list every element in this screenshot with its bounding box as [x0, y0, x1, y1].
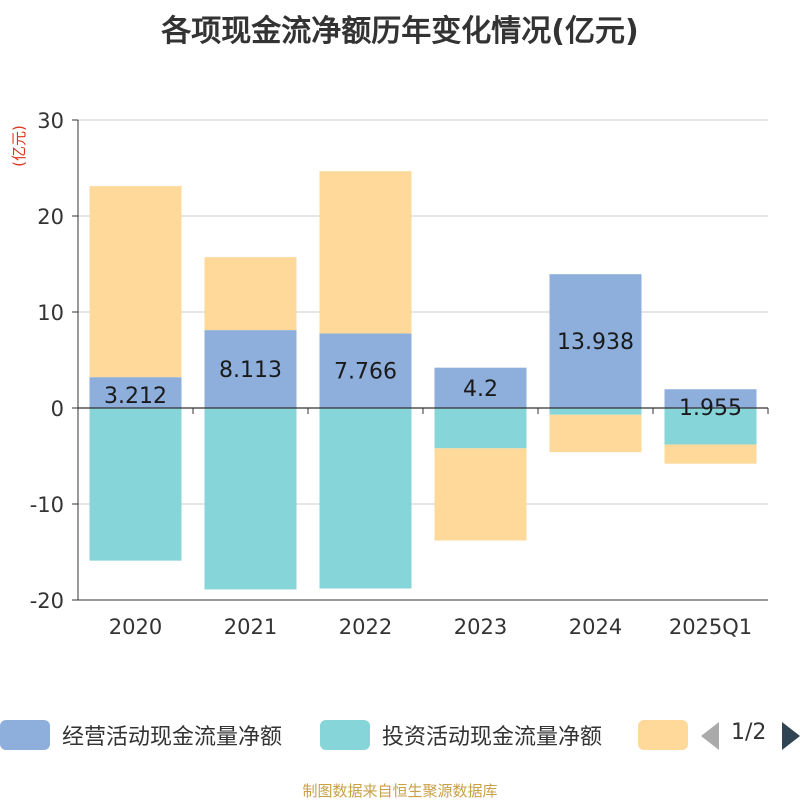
bar-s2-2024 [549, 414, 642, 453]
bar-s1-2023 [434, 408, 527, 449]
x-tick-label-2025Q1: 2025Q1 [669, 615, 752, 639]
bar-s1-2020 [89, 408, 182, 561]
x-tick-label-2022: 2022 [339, 615, 392, 639]
legend-swatch-third [638, 720, 688, 750]
bar-s0-2025Q1 [664, 389, 757, 408]
bar-s2-2021 [204, 257, 297, 331]
y-tick-label: 0 [51, 397, 64, 421]
x-tick-label-2020: 2020 [109, 615, 162, 639]
y-tick-label: 30 [37, 109, 64, 133]
data-label-2025Q1: 1.955 [679, 396, 742, 421]
legend-item-third[interactable] [638, 718, 688, 752]
data-label-2023: 4.2 [463, 377, 498, 402]
legend-swatch-operating [0, 720, 50, 750]
footer-source: 制图数据来自恒生聚源数据库 [302, 782, 498, 800]
chart-title: 各项现金流净额历年变化情况(亿元) [161, 14, 639, 49]
bar-s1-2022 [319, 408, 412, 589]
legend-item-investing[interactable]: 投资活动现金流量净额 [320, 718, 602, 752]
bar-s0-2024 [549, 274, 642, 408]
legend-page-indicator: 1/2 [731, 720, 767, 745]
legend-label-investing: 投资活动现金流量净额 [382, 725, 603, 750]
bar-s1-2024 [549, 408, 642, 415]
bar-s0-2022 [319, 333, 412, 408]
data-label-2024: 13.938 [557, 330, 634, 355]
bar-s1-2025Q1 [664, 408, 757, 445]
data-label-2021: 8.113 [219, 358, 282, 383]
legend-prev-arrow-icon[interactable] [701, 722, 719, 750]
x-tick-label-2024: 2024 [569, 615, 622, 639]
data-label-2020: 3.212 [104, 384, 167, 409]
bar-s2-2022 [319, 171, 412, 334]
x-tick-label-2021: 2021 [224, 615, 277, 639]
x-tick-label-2023: 2023 [454, 615, 507, 639]
y-tick-label: 20 [37, 205, 64, 229]
legend-swatch-investing [320, 720, 370, 750]
legend: 经营活动现金流量净额 投资活动现金流量净额 1/2 [0, 718, 800, 752]
legend-label-operating: 经营活动现金流量净额 [62, 725, 283, 750]
bar-s0-2020 [89, 377, 182, 408]
bar-s2-2020 [89, 186, 182, 378]
chart-plot: -20 -10 0 10 20 30 (亿元) 2020 2021 2022 2023 2024 202… [10, 109, 769, 639]
bar-s0-2021 [204, 330, 297, 408]
legend-next-arrow-icon[interactable] [782, 722, 800, 750]
bar-s2-2025Q1 [664, 444, 757, 464]
bar-s0-2023 [434, 367, 527, 408]
bar-s1-2021 [204, 408, 297, 590]
data-label-2022: 7.766 [334, 360, 397, 385]
y-tick-label: 10 [37, 301, 64, 325]
y-tick-label: -10 [30, 493, 64, 517]
legend-item-operating[interactable]: 经营活动现金流量净额 [0, 718, 282, 752]
y-tick-label: -20 [30, 589, 64, 613]
y-unit-label: (亿元) [10, 125, 28, 167]
bar-s2-2023 [434, 448, 527, 541]
